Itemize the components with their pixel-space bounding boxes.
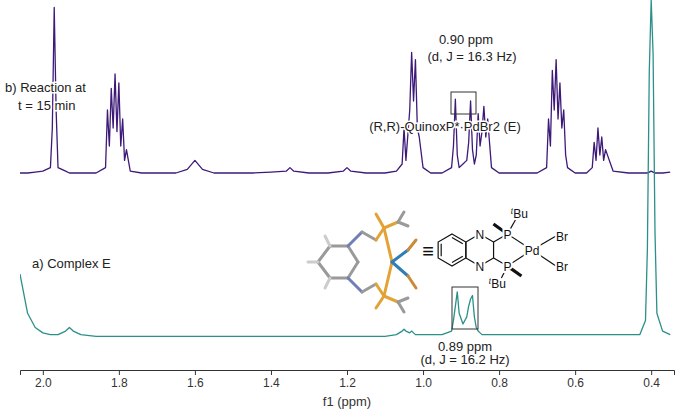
- x-tick-label: 1.4: [263, 376, 280, 390]
- model-bond: [376, 284, 384, 296]
- molecule-model: [308, 212, 416, 312]
- substituent-label: tBu: [511, 206, 528, 221]
- atom-label: P: [503, 228, 511, 242]
- x-axis-title: f1 (ppm): [323, 394, 371, 409]
- annotation: t = 15 min: [18, 98, 75, 113]
- model-bond: [325, 236, 330, 246]
- model-bond: [318, 262, 330, 278]
- x-tick-label: 1.2: [339, 376, 356, 390]
- x-tick: 0.4: [643, 370, 660, 390]
- spectrum-trace: [20, 0, 670, 336]
- atom-label: N: [475, 228, 484, 242]
- model-bond: [376, 296, 384, 308]
- x-tick-mark: [119, 370, 120, 375]
- model-bond: [398, 222, 408, 226]
- x-tick-label: 0.6: [567, 376, 584, 390]
- x-tick-mark: [271, 370, 272, 375]
- x-tick-mark: [43, 370, 44, 375]
- x-tick: 1.6: [187, 370, 204, 390]
- model-bond: [392, 250, 408, 262]
- x-tick-label: 1.6: [187, 376, 204, 390]
- model-bond: [384, 222, 398, 228]
- model-bond: [348, 232, 362, 246]
- annotation: (d, J = 16.2 Hz): [420, 352, 509, 367]
- annotation: (d, J = 16.3 Hz): [427, 49, 516, 64]
- x-axis: 2.0 1.8 1.6 1.4 1.2 1.0 0.8 0.6 0.4: [21, 370, 675, 390]
- double-bond: [452, 238, 463, 244]
- x-tick: 1.8: [111, 370, 128, 390]
- annotation: b) Reaction at: [5, 80, 86, 95]
- annotations: 0.90 ppm (d, J = 16.3 Hz) (R,R)-QuinoxP*·P…: [5, 32, 521, 367]
- atom-label: P: [503, 260, 511, 274]
- x-tick-label: 2.0: [35, 376, 52, 390]
- model-bond: [376, 228, 384, 240]
- x-tick-mark: [347, 370, 348, 375]
- x-tick-label: 1.8: [111, 376, 128, 390]
- double-bond: [452, 256, 463, 262]
- model-bond: [318, 246, 330, 262]
- x-tick: 1.0: [415, 370, 432, 390]
- atom-label: N: [475, 260, 484, 274]
- model-bond: [398, 212, 404, 222]
- model-bond: [398, 298, 408, 302]
- spectrum-trace: [20, 7, 670, 173]
- model-bond: [348, 278, 362, 292]
- annotation: a) Complex E: [32, 256, 111, 271]
- ring: [438, 234, 466, 266]
- double-bond: [441, 244, 442, 256]
- model-bond: [408, 240, 416, 250]
- model-bond: [376, 214, 384, 228]
- x-axis-line: [21, 371, 675, 376]
- model-bond: [384, 296, 398, 302]
- x-tick-label: 0.8: [491, 376, 508, 390]
- plot-area: [20, 0, 670, 336]
- model-bond: [398, 302, 404, 312]
- model-bond: [362, 232, 376, 240]
- model-bond: [348, 246, 358, 262]
- x-tick: 2.0: [35, 370, 52, 390]
- x-tick-label: 0.4: [643, 376, 660, 390]
- atom-label: Br: [556, 260, 568, 274]
- peak-box: [451, 92, 476, 114]
- x-tick: 0.6: [567, 370, 584, 390]
- equivalence-sign: ≡: [422, 240, 434, 262]
- structure: N N P P Pd Br Br tBu tBu: [438, 206, 568, 291]
- x-tick-mark: [195, 370, 196, 375]
- chart: 2.0 1.8 1.6 1.4 1.2 1.0 0.8 0.6 0.4 f1 (ppm) 0.90 …: [0, 0, 678, 413]
- model-bond: [325, 278, 330, 288]
- x-tick-mark: [575, 370, 576, 375]
- model-bond: [330, 277, 348, 280]
- atom-label: Pd: [525, 244, 540, 258]
- model-bond: [384, 262, 392, 296]
- x-tick: 1.4: [263, 370, 280, 390]
- x-tick-mark: [499, 370, 500, 375]
- model-bond: [392, 262, 408, 276]
- x-tick: 1.2: [339, 370, 356, 390]
- annotation: 0.90 ppm: [439, 32, 493, 47]
- model-bond: [362, 284, 376, 292]
- substituent-label: tBu: [489, 276, 506, 291]
- model-bond: [330, 245, 348, 248]
- x-tick-mark: [423, 370, 424, 375]
- x-tick-label: 1.0: [415, 376, 432, 390]
- x-tick: 0.8: [491, 370, 508, 390]
- annotation: (R,R)-QuinoxP*·PdBr2 (E): [369, 119, 521, 134]
- peak-box: [452, 287, 478, 329]
- model-bond: [384, 228, 392, 262]
- model-bond: [308, 261, 318, 264]
- model-bond: [348, 262, 358, 278]
- model-bond: [408, 276, 416, 288]
- x-tick-mark: [651, 370, 652, 375]
- atom-label: Br: [556, 230, 568, 244]
